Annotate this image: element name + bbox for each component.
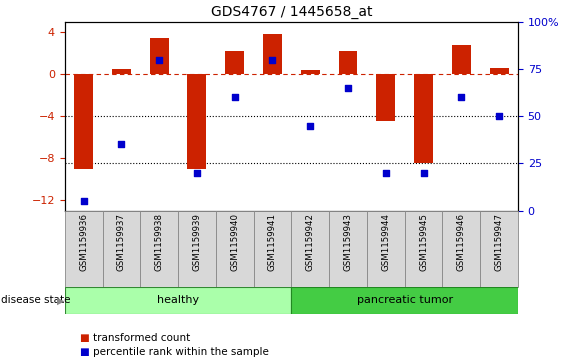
Bar <box>367 211 405 287</box>
Text: transformed count: transformed count <box>93 333 190 343</box>
Text: percentile rank within the sample: percentile rank within the sample <box>93 347 269 357</box>
Point <box>155 57 164 62</box>
Bar <box>292 287 518 314</box>
Text: GSM1159944: GSM1159944 <box>381 213 390 271</box>
Text: ▶: ▶ <box>57 295 65 305</box>
Point <box>117 142 126 147</box>
Bar <box>65 287 292 314</box>
Bar <box>480 211 518 287</box>
Text: GSM1159940: GSM1159940 <box>230 213 239 271</box>
Bar <box>263 34 282 74</box>
Bar <box>216 211 253 287</box>
Bar <box>376 74 395 121</box>
Bar <box>490 68 508 74</box>
Text: GSM1159947: GSM1159947 <box>494 213 503 271</box>
Bar <box>329 211 367 287</box>
Bar <box>414 74 433 163</box>
Bar <box>225 51 244 74</box>
Bar <box>187 74 207 168</box>
Text: ■: ■ <box>79 347 88 357</box>
Bar <box>178 211 216 287</box>
Text: GSM1159942: GSM1159942 <box>306 213 315 271</box>
Point <box>419 170 428 176</box>
Point <box>494 113 503 119</box>
Bar <box>74 74 93 168</box>
Point <box>381 170 390 176</box>
Point <box>230 94 239 100</box>
Bar <box>150 37 168 74</box>
Text: disease state: disease state <box>1 295 70 305</box>
Point <box>343 85 352 91</box>
Bar <box>65 211 102 287</box>
Bar <box>301 70 320 74</box>
Bar <box>102 211 140 287</box>
Bar <box>140 211 178 287</box>
Bar <box>112 69 131 74</box>
Bar <box>253 211 292 287</box>
Bar <box>292 211 329 287</box>
Title: GDS4767 / 1445658_at: GDS4767 / 1445658_at <box>211 5 372 19</box>
Text: GSM1159939: GSM1159939 <box>193 213 202 271</box>
Bar <box>405 211 443 287</box>
Point <box>457 94 466 100</box>
Text: GSM1159943: GSM1159943 <box>343 213 352 271</box>
Text: GSM1159936: GSM1159936 <box>79 213 88 271</box>
Point <box>193 170 202 176</box>
Text: GSM1159937: GSM1159937 <box>117 213 126 271</box>
Text: healthy: healthy <box>157 295 199 305</box>
Text: pancreatic tumor: pancreatic tumor <box>356 295 453 305</box>
Point <box>79 198 88 204</box>
Bar <box>452 45 471 74</box>
Point <box>306 123 315 129</box>
Text: GSM1159945: GSM1159945 <box>419 213 428 271</box>
Bar <box>338 51 358 74</box>
Bar <box>443 211 480 287</box>
Text: GSM1159938: GSM1159938 <box>155 213 164 271</box>
Text: GSM1159941: GSM1159941 <box>268 213 277 271</box>
Text: GSM1159946: GSM1159946 <box>457 213 466 271</box>
Text: ■: ■ <box>79 333 88 343</box>
Point <box>268 57 277 62</box>
